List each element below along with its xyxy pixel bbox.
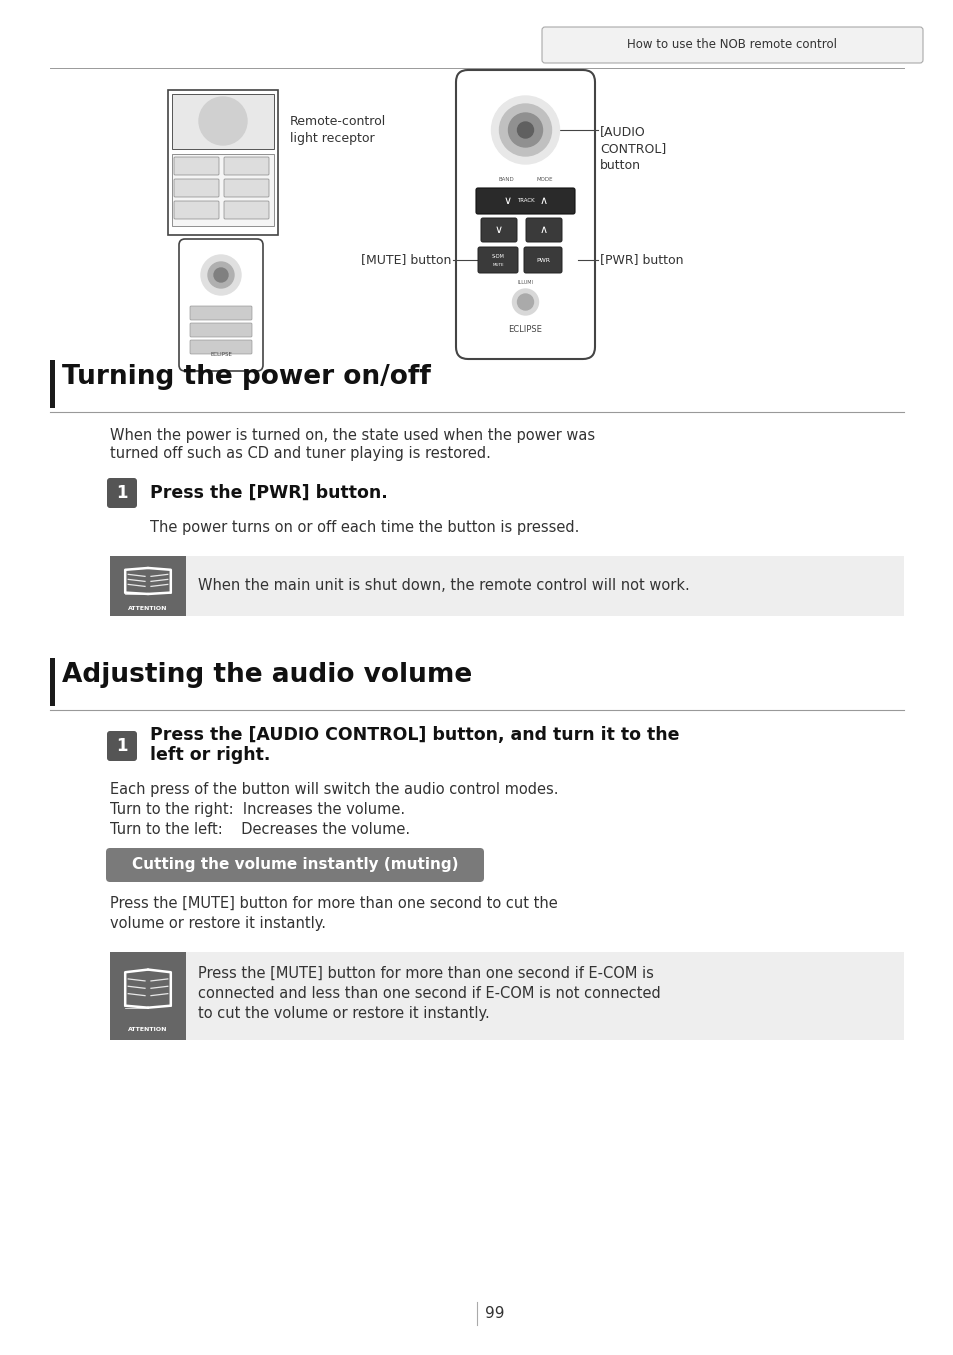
FancyBboxPatch shape [190, 306, 252, 320]
FancyBboxPatch shape [106, 848, 483, 882]
Bar [168, 89, 277, 234]
Bar [110, 953, 186, 1041]
Text: to cut the volume or restore it instantly.: to cut the volume or restore it instantl… [198, 1005, 489, 1022]
Circle shape [512, 289, 537, 314]
FancyBboxPatch shape [107, 478, 137, 508]
Text: When the main unit is shut down, the remote control will not work.: When the main unit is shut down, the rem… [198, 579, 689, 593]
Text: ECLIPSE: ECLIPSE [508, 324, 542, 333]
Circle shape [208, 262, 233, 289]
Text: connected and less than one second if E-COM is not connected: connected and less than one second if E-… [198, 986, 660, 1001]
Text: [MUTE] button: [MUTE] button [360, 253, 451, 267]
Bar [50, 360, 55, 408]
Circle shape [517, 122, 533, 138]
Text: Adjusting the audio volume: Adjusting the audio volume [62, 663, 472, 688]
Text: ECLIPSE: ECLIPSE [210, 352, 232, 358]
Bar [110, 953, 903, 1041]
Text: ILLUMI: ILLUMI [517, 280, 533, 285]
Text: Turn to the right:  Increases the volume.: Turn to the right: Increases the volume. [110, 802, 405, 817]
Circle shape [206, 104, 240, 138]
Circle shape [199, 98, 247, 145]
Circle shape [218, 117, 228, 126]
Text: Press the [MUTE] button for more than one second to cut the: Press the [MUTE] button for more than on… [110, 896, 558, 911]
Text: ∨: ∨ [503, 196, 511, 206]
Text: S-DM: S-DM [491, 255, 504, 260]
Text: Press the [AUDIO CONTROL] button, and turn it to the: Press the [AUDIO CONTROL] button, and tu… [150, 726, 679, 744]
Bar [110, 556, 186, 617]
Text: 99: 99 [484, 1305, 504, 1321]
Text: When the power is turned on, the state used when the power was: When the power is turned on, the state u… [110, 428, 595, 443]
Circle shape [201, 255, 241, 295]
Bar [110, 556, 903, 617]
Text: MODE: MODE [536, 178, 552, 182]
Text: ATTENTION: ATTENTION [128, 1027, 168, 1033]
FancyBboxPatch shape [541, 27, 923, 62]
Text: The power turns on or off each time the button is pressed.: The power turns on or off each time the … [150, 520, 578, 535]
FancyBboxPatch shape [179, 238, 263, 371]
FancyBboxPatch shape [224, 179, 269, 196]
Bar [50, 659, 55, 706]
Text: Each press of the button will switch the audio control modes.: Each press of the button will switch the… [110, 782, 558, 797]
Circle shape [213, 111, 233, 131]
Text: ∨: ∨ [495, 225, 502, 234]
Text: How to use the NOB remote control: How to use the NOB remote control [627, 38, 837, 51]
Text: Cutting the volume instantly (muting): Cutting the volume instantly (muting) [132, 858, 457, 873]
Text: Turning the power on/off: Turning the power on/off [62, 364, 431, 390]
Text: volume or restore it instantly.: volume or restore it instantly. [110, 916, 326, 931]
FancyBboxPatch shape [480, 218, 517, 243]
FancyBboxPatch shape [523, 247, 561, 272]
FancyBboxPatch shape [456, 70, 595, 359]
Circle shape [499, 104, 551, 156]
Text: left or right.: left or right. [150, 747, 270, 764]
Text: ∧: ∧ [538, 196, 547, 206]
FancyBboxPatch shape [173, 157, 219, 175]
FancyBboxPatch shape [476, 188, 575, 214]
Circle shape [517, 294, 533, 310]
Bar [172, 93, 274, 149]
Text: 1: 1 [116, 484, 128, 501]
FancyBboxPatch shape [224, 201, 269, 220]
Text: turned off such as CD and tuner playing is restored.: turned off such as CD and tuner playing … [110, 446, 491, 461]
Text: ∧: ∧ [539, 225, 547, 234]
FancyBboxPatch shape [477, 247, 517, 272]
Text: MUTE: MUTE [492, 263, 503, 267]
Circle shape [213, 268, 228, 282]
Text: Turn to the left:    Decreases the volume.: Turn to the left: Decreases the volume. [110, 822, 410, 837]
Text: Press the [PWR] button.: Press the [PWR] button. [150, 484, 387, 501]
Circle shape [508, 112, 542, 146]
Text: Remote-control
light receptor: Remote-control light receptor [290, 115, 386, 145]
FancyBboxPatch shape [525, 218, 561, 243]
Text: ATTENTION: ATTENTION [128, 606, 168, 611]
FancyBboxPatch shape [224, 157, 269, 175]
FancyBboxPatch shape [173, 201, 219, 220]
Text: TRACK: TRACK [517, 198, 534, 203]
Text: PWR: PWR [536, 257, 550, 263]
FancyBboxPatch shape [190, 322, 252, 337]
FancyBboxPatch shape [190, 340, 252, 354]
Text: [AUDIO
CONTROL]
button: [AUDIO CONTROL] button [599, 125, 665, 172]
Text: [PWR] button: [PWR] button [599, 253, 682, 267]
FancyBboxPatch shape [173, 179, 219, 196]
FancyBboxPatch shape [107, 730, 137, 762]
Text: 1: 1 [116, 737, 128, 755]
Text: Press the [MUTE] button for more than one second if E-COM is: Press the [MUTE] button for more than on… [198, 966, 653, 981]
Text: BAND: BAND [498, 178, 514, 182]
Bar [172, 154, 274, 226]
Circle shape [491, 96, 558, 164]
